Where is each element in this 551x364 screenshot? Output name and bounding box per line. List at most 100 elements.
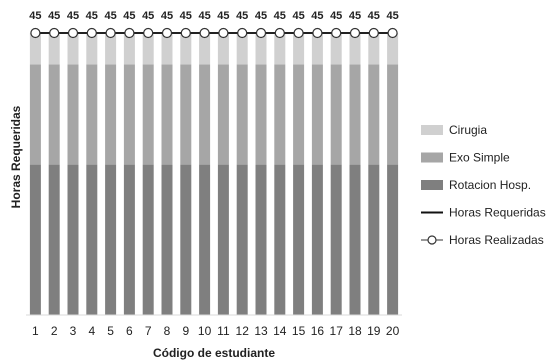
bar-cirugia-13 [255, 33, 267, 65]
bar-exo-simple-5 [105, 64, 117, 165]
bar-rotacion-hosp-16 [311, 164, 323, 315]
legend-swatch-exo-simple [421, 152, 443, 163]
bar-cirugia-4 [86, 33, 98, 65]
x-tick-label-8: 8 [164, 324, 171, 338]
data-label-8: 45 [161, 10, 173, 22]
x-tick-label-11: 11 [217, 324, 230, 338]
data-label-19: 45 [368, 10, 380, 22]
legend-label-horas-requeridas: Horas Requeridas [449, 206, 546, 220]
data-label-3: 45 [67, 10, 79, 22]
bar-cirugia-1 [29, 33, 41, 65]
bar-cirugia-19 [368, 33, 380, 65]
bar-exo-simple-15 [293, 64, 305, 165]
data-label-17: 45 [330, 10, 342, 22]
x-tick-label-10: 10 [198, 324, 212, 338]
legend-label-horas-realizadas: Horas Realizadas [449, 233, 544, 247]
bar-cirugia-10 [199, 33, 211, 65]
legend-item-horas-realizadas: Horas Realizadas [421, 233, 544, 247]
legend-item-horas-requeridas: Horas Requeridas [421, 206, 546, 220]
bar-rotacion-hosp-11 [217, 164, 229, 315]
bar-exo-simple-17 [330, 64, 342, 165]
marker-horas-realizadas-19 [368, 27, 379, 39]
legend-marker-horas-realizadas [427, 235, 437, 245]
x-tick-label-2: 2 [51, 324, 58, 338]
bar-rotacion-hosp-12 [236, 164, 248, 315]
marker-horas-realizadas-1 [30, 27, 41, 39]
bar-rotacion-hosp-14 [274, 164, 286, 315]
marker-horas-realizadas-11 [218, 27, 229, 39]
marker-horas-realizadas-5 [105, 27, 116, 39]
x-tick-label-13: 13 [254, 324, 268, 338]
data-labels-layer: 45 45 45 45 45 45 45 45 45 45 45 45 45 45 45 45 45 45 45 45 [29, 10, 398, 22]
bar-cirugia-15 [293, 33, 305, 65]
data-label-16: 45 [311, 10, 323, 22]
legend-item-cirugia: Cirugia [421, 123, 487, 137]
bar-rotacion-hosp-1 [29, 164, 41, 315]
x-tick-labels: 1 2 3 4 5 6 7 8 9 10 11 12 13 14 15 16 17 18 19 20 [32, 324, 400, 338]
data-label-2: 45 [48, 10, 60, 22]
legend-label-cirugia: Cirugia [449, 123, 487, 137]
bar-cirugia-16 [311, 33, 323, 65]
bar-rotacion-hosp-18 [349, 164, 361, 315]
bar-rotacion-hosp-4 [86, 164, 98, 315]
bar-cirugia-18 [349, 33, 361, 65]
x-tick-label-9: 9 [182, 324, 189, 338]
bar-cirugia-17 [330, 33, 342, 65]
legend-swatch-cirugia [421, 125, 443, 135]
bar-cirugia-11 [217, 33, 229, 65]
bars-layer [29, 33, 399, 315]
bar-exo-simple-9 [180, 64, 192, 165]
x-tick-label-4: 4 [88, 324, 95, 338]
legend: Cirugia Exo Simple Rotacion Hosp. Horas Req… [421, 123, 546, 247]
data-label-18: 45 [349, 10, 361, 22]
bar-exo-simple-6 [123, 64, 135, 165]
x-tick-label-15: 15 [292, 324, 306, 338]
bar-exo-simple-10 [199, 64, 211, 165]
bar-rotacion-hosp-15 [293, 164, 305, 315]
data-label-9: 45 [180, 10, 192, 22]
x-tick-label-3: 3 [70, 324, 77, 338]
bar-rotacion-hosp-9 [180, 164, 192, 315]
bar-cirugia-14 [274, 33, 286, 65]
marker-horas-realizadas-16 [312, 27, 323, 39]
x-tick-label-17: 17 [330, 324, 344, 338]
marker-horas-realizadas-17 [331, 27, 342, 39]
x-tick-label-12: 12 [236, 324, 250, 338]
bar-rotacion-hosp-13 [255, 164, 267, 315]
legend-label-exo-simple: Exo Simple [449, 151, 510, 165]
bar-exo-simple-1 [29, 64, 41, 165]
x-tick-label-20: 20 [386, 324, 400, 338]
legend-label-rotacion-hosp: Rotacion Hosp. [449, 178, 531, 192]
x-tick-label-7: 7 [145, 324, 152, 338]
bar-rotacion-hosp-19 [368, 164, 380, 315]
bar-exo-simple-20 [387, 64, 399, 165]
bar-cirugia-8 [161, 33, 173, 65]
bar-rotacion-hosp-10 [199, 164, 211, 315]
bar-rotacion-hosp-20 [387, 164, 399, 315]
bar-exo-simple-19 [368, 64, 380, 165]
marker-horas-realizadas-10 [199, 27, 210, 39]
bar-rotacion-hosp-7 [142, 164, 154, 315]
data-label-6: 45 [123, 10, 135, 22]
bar-rotacion-hosp-5 [105, 164, 117, 315]
bar-exo-simple-18 [349, 64, 361, 165]
bar-cirugia-3 [67, 33, 79, 65]
data-label-4: 45 [86, 10, 98, 22]
data-label-7: 45 [142, 10, 154, 22]
marker-horas-realizadas-15 [293, 27, 304, 39]
bar-cirugia-6 [123, 33, 135, 65]
bar-cirugia-9 [180, 33, 192, 65]
marker-horas-realizadas-4 [86, 27, 97, 39]
bar-cirugia-5 [105, 33, 117, 65]
bar-cirugia-12 [236, 33, 248, 65]
marker-horas-realizadas-6 [124, 27, 135, 39]
y-axis-title: Horas Requeridas [9, 105, 23, 208]
x-tick-label-18: 18 [348, 324, 362, 338]
data-label-5: 45 [104, 10, 116, 22]
legend-item-rotacion-hosp: Rotacion Hosp. [421, 178, 531, 192]
bar-cirugia-2 [48, 33, 60, 65]
bar-exo-simple-16 [311, 64, 323, 165]
bar-rotacion-hosp-6 [123, 164, 135, 315]
